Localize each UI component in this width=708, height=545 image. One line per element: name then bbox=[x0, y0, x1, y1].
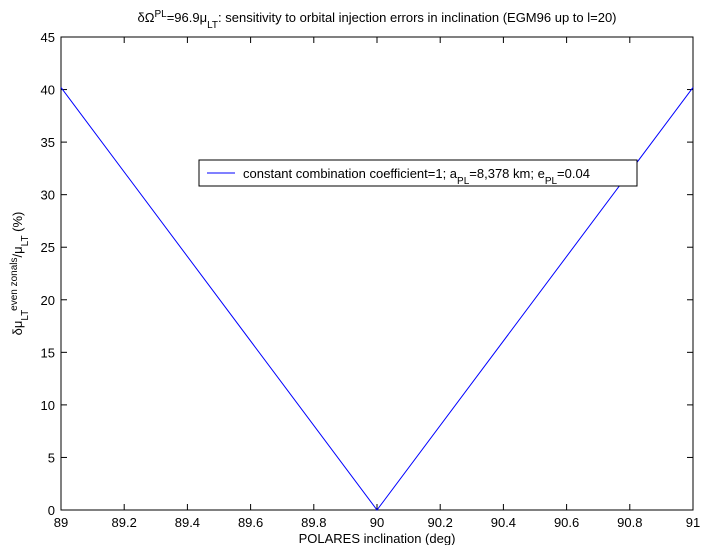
x-tick-label: 89.8 bbox=[301, 515, 326, 530]
data-line bbox=[60, 87, 694, 511]
x-tick-label: 89.2 bbox=[112, 515, 137, 530]
x-tick-label: 90.6 bbox=[554, 515, 579, 530]
y-axis-label-part: /μ bbox=[10, 246, 25, 257]
x-tick-label: 90 bbox=[370, 515, 384, 530]
legend-label-part: constant combination coefficient=1; a bbox=[243, 166, 458, 181]
chart-title-part: LT bbox=[207, 20, 218, 31]
y-tick-label: 40 bbox=[41, 83, 55, 98]
x-tick-label: 89.4 bbox=[175, 515, 200, 530]
x-axis-label: POLARES inclination (deg) bbox=[299, 531, 456, 545]
chart-title-part: : sensitivity to orbital injection error… bbox=[218, 10, 617, 25]
chart-title-part: PL bbox=[154, 9, 167, 20]
y-axis-label-part: even zonals bbox=[9, 257, 20, 310]
x-tick-label: 89.6 bbox=[238, 515, 263, 530]
legend-label-part: PL bbox=[545, 176, 558, 187]
chart-title-part: δΩ bbox=[137, 10, 154, 25]
plot-area bbox=[60, 36, 694, 511]
y-tick-label: 20 bbox=[41, 293, 55, 308]
x-tick-label: 91 bbox=[686, 515, 700, 530]
chart-title: δΩPL=96.9μLT: sensitivity to orbital inj… bbox=[137, 9, 616, 31]
chart-title-part: =96.9μ bbox=[167, 10, 207, 25]
y-tick-label: 0 bbox=[48, 503, 55, 518]
y-tick-label: 15 bbox=[41, 345, 55, 360]
y-axis-label-part: (%) bbox=[10, 212, 25, 236]
y-tick-label: 10 bbox=[41, 398, 55, 413]
x-axis-label-part: POLARES inclination (deg) bbox=[299, 531, 456, 545]
legend-box bbox=[198, 159, 638, 187]
y-tick-label: 25 bbox=[41, 240, 55, 255]
x-tick-label: 90.2 bbox=[428, 515, 453, 530]
x-tick-label: 90.8 bbox=[617, 515, 642, 530]
legend-label: constant combination coefficient=1; aPL=… bbox=[243, 166, 590, 187]
legend-label-part: =8,378 km; e bbox=[469, 166, 545, 181]
y-tick-label: 5 bbox=[48, 450, 55, 465]
y-tick-label: 35 bbox=[41, 135, 55, 150]
legend-label-part: PL bbox=[457, 176, 470, 187]
y-axis-label-part: δμ bbox=[10, 321, 25, 336]
y-axis-label: δμLTeven zonals/μLT (%) bbox=[9, 212, 31, 336]
y-tick-label: 30 bbox=[41, 188, 55, 203]
y-tick-label: 45 bbox=[41, 30, 55, 45]
y-axis-label-part: LT bbox=[20, 310, 31, 321]
legend-label-part: =0.04 bbox=[557, 166, 590, 181]
x-tick-label: 90.4 bbox=[491, 515, 516, 530]
y-axis-label-part: LT bbox=[20, 235, 31, 246]
x-tick-label: 89 bbox=[54, 515, 68, 530]
